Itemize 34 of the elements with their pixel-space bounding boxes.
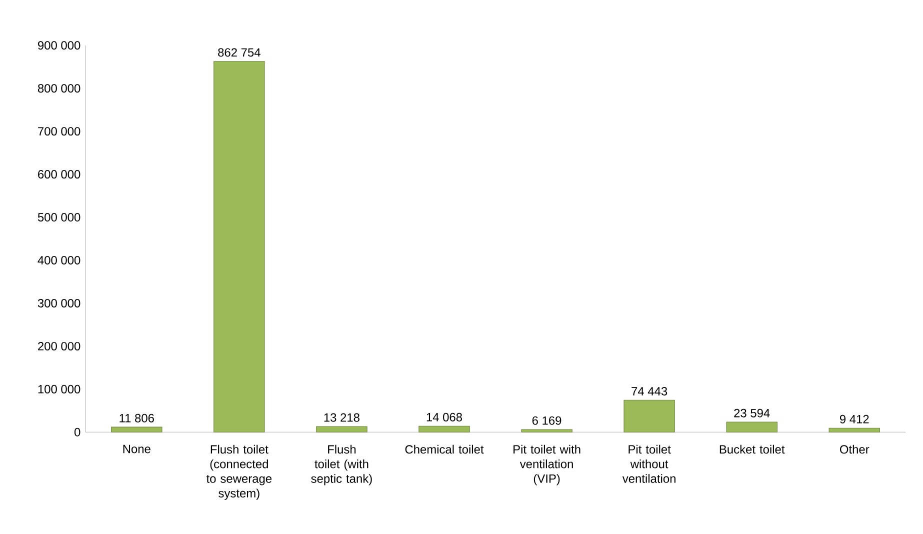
x-tick-label: Other — [840, 445, 870, 454]
y-tick-label: 700 000 — [38, 127, 80, 136]
y-tick-label: 600 000 — [38, 170, 80, 179]
bar — [624, 400, 675, 433]
y-tick-label: 900 000 — [38, 41, 80, 50]
bar — [726, 422, 778, 433]
bar — [418, 426, 470, 433]
y-tick-label: 400 000 — [38, 256, 80, 265]
data-label: 14 068 — [426, 413, 462, 422]
data-label: 23 594 — [734, 409, 770, 418]
y-tick-label: 0 — [74, 428, 80, 437]
data-label: 13 218 — [324, 414, 360, 422]
bar — [828, 428, 880, 433]
data-label: 6 169 — [532, 416, 562, 426]
x-tick-label: Flush toilet (with septic tank) — [311, 445, 372, 486]
x-tick-label: None — [123, 445, 150, 454]
bar — [316, 426, 368, 433]
y-tick-label: 100 000 — [38, 385, 80, 394]
x-tick-label: Chemical toilet — [405, 445, 484, 454]
x-tick-label: Bucket toilet — [720, 445, 785, 454]
data-label: 11 806 — [120, 414, 154, 423]
x-tick-label: Flush toilet (connected to sewerage system) — [206, 445, 272, 500]
bar — [111, 427, 162, 433]
data-label: 862 754 — [218, 48, 260, 57]
bar — [214, 61, 265, 433]
data-label: 74 443 — [632, 387, 668, 396]
y-tick-label: 300 000 — [38, 299, 80, 308]
y-tick-label: 800 000 — [38, 84, 80, 93]
bar — [521, 429, 572, 433]
y-tick-label: 200 000 — [38, 342, 80, 351]
x-tick-label: Pit toilet without ventilation — [622, 445, 676, 484]
x-tick-label: Pit toilet with ventilation (VIP) — [514, 445, 580, 486]
data-label: 9 412 — [840, 415, 869, 424]
y-tick-label: 500 000 — [38, 213, 80, 222]
